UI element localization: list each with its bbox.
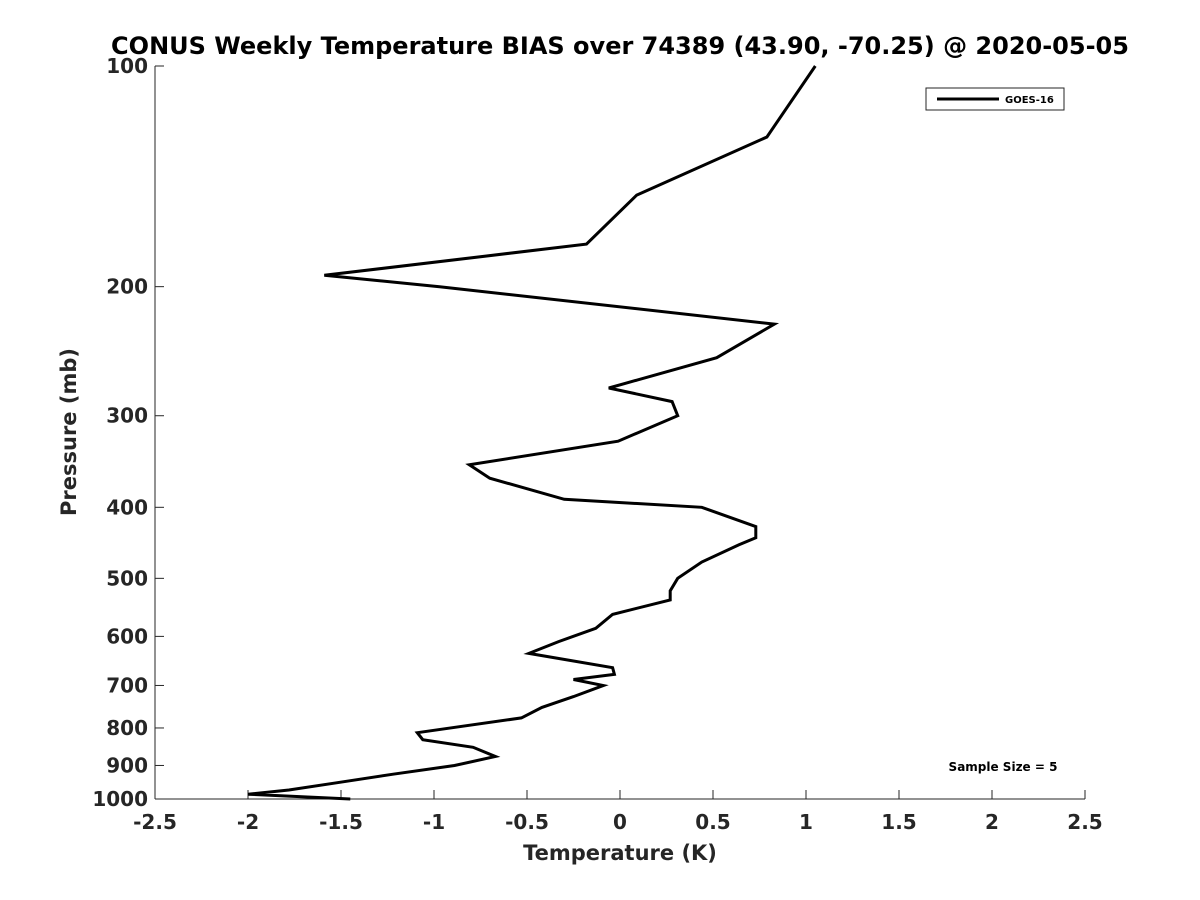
y-tick-label: 400 (106, 495, 148, 519)
sample-size-annotation: Sample Size = 5 (949, 760, 1058, 774)
y-axis-label: Pressure (mb) (57, 348, 81, 516)
x-tick-label: 2 (985, 810, 999, 834)
legend: GOES-16 (925, 87, 1065, 111)
y-tick-label: 200 (106, 275, 148, 299)
y-axis-ticks: 100 200 300 400 500 600 700 800 900 1000 (92, 54, 164, 811)
x-tick-label: -0.5 (505, 810, 549, 834)
x-tick-label: -1 (423, 810, 445, 834)
x-tick-label: 1 (799, 810, 813, 834)
y-tick-label: 800 (106, 716, 148, 740)
chart-title: CONUS Weekly Temperature BIAS over 74389… (111, 32, 1129, 60)
y-tick-label: 700 (106, 673, 148, 697)
y-tick-label: 600 (106, 624, 148, 648)
x-axis-ticks: -2.5 -2 -1.5 -1 -0.5 0 0.5 1 1.5 2 2.5 (133, 790, 1103, 834)
x-tick-label: 0.5 (695, 810, 730, 834)
y-tick-label: 500 (106, 566, 148, 590)
series-layer (247, 65, 817, 801)
x-tick-label: 0 (613, 810, 627, 834)
x-axis-label: Temperature (K) (523, 841, 717, 865)
x-tick-label: -2 (237, 810, 259, 834)
x-tick-label: -1.5 (319, 810, 363, 834)
y-tick-label: 300 (106, 404, 148, 428)
legend-label-goes-16: GOES-16 (1005, 95, 1054, 106)
series-line-goes-16 (247, 65, 817, 801)
x-tick-label: 2.5 (1067, 810, 1102, 834)
y-tick-label: 100 (106, 54, 148, 78)
x-tick-label: -2.5 (133, 810, 177, 834)
y-tick-label: 1000 (92, 787, 148, 811)
y-tick-label: 900 (106, 753, 148, 777)
x-tick-label: 1.5 (881, 810, 916, 834)
